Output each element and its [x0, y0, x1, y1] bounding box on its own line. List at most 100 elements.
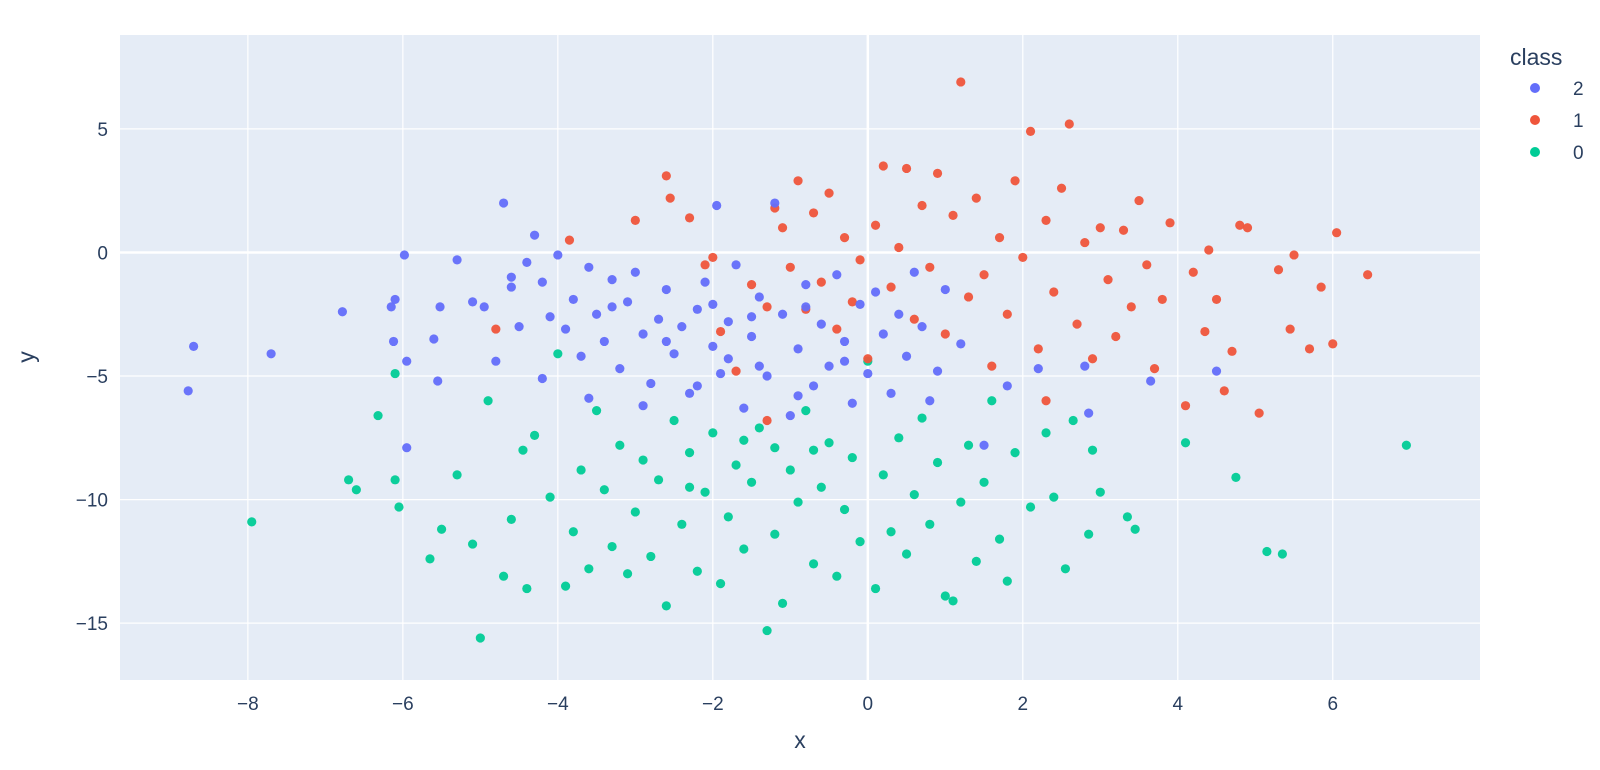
data-point: [940, 284, 950, 295]
data-point: [1018, 252, 1028, 263]
data-point: [762, 302, 772, 312]
data-point: [435, 302, 445, 312]
data-point: [622, 569, 633, 579]
data-point: [607, 541, 617, 552]
data-point: [390, 475, 400, 485]
data-point: [1064, 119, 1074, 129]
data-point: [754, 361, 764, 371]
legend[interactable]: class 2 1 0: [1510, 44, 1584, 164]
data-point: [1126, 302, 1136, 312]
data-point: [553, 250, 563, 260]
data-point: [712, 200, 722, 211]
data-point: [684, 388, 695, 398]
data-point: [1157, 294, 1167, 305]
series-0: [247, 349, 1411, 643]
data-point: [576, 465, 586, 475]
data-point: [855, 299, 865, 309]
data-point: [894, 433, 904, 443]
x-tick-label: 4: [1172, 694, 1183, 715]
data-point: [777, 309, 788, 319]
data-point: [467, 297, 478, 307]
data-point: [847, 452, 857, 463]
data-point: [537, 277, 547, 287]
data-point: [863, 354, 873, 364]
series-2: [183, 198, 1222, 453]
data-point: [560, 324, 571, 334]
y-tick-label: −5: [86, 367, 108, 388]
data-point: [754, 292, 764, 302]
plot-area: [120, 35, 1480, 680]
data-point: [824, 361, 834, 371]
legend-items: 2 1 0: [1530, 79, 1584, 164]
data-point: [909, 314, 919, 324]
data-point: [777, 598, 788, 608]
data-point: [653, 314, 664, 324]
data-point: [615, 364, 625, 374]
data-point: [452, 255, 462, 265]
data-point: [1277, 549, 1287, 559]
data-point: [1041, 215, 1051, 225]
legend-title: class: [1510, 44, 1562, 70]
data-point: [762, 415, 772, 426]
legend-item-1[interactable]: 1: [1530, 111, 1584, 132]
data-point: [1328, 339, 1338, 349]
data-point: [956, 497, 966, 507]
data-point: [754, 423, 764, 433]
y-tick-label: −10: [76, 491, 108, 512]
data-point: [479, 302, 489, 312]
data-point: [739, 403, 749, 413]
data-point: [452, 470, 462, 480]
x-tick-label: −6: [392, 694, 414, 715]
data-point: [746, 477, 757, 487]
data-point: [1180, 401, 1191, 411]
data-point: [793, 344, 803, 354]
data-point: [560, 581, 571, 591]
legend-label: 0: [1573, 143, 1584, 164]
data-point: [692, 566, 702, 576]
data-point: [529, 430, 540, 440]
data-point: [1010, 448, 1020, 458]
x-tick-label: 6: [1327, 694, 1338, 715]
data-point: [1316, 282, 1326, 292]
data-point: [189, 341, 199, 351]
data-point: [1002, 576, 1012, 586]
legend-item-0[interactable]: 0: [1530, 143, 1584, 164]
data-point: [770, 198, 780, 208]
data-point: [390, 294, 400, 305]
legend-marker: [1530, 83, 1540, 93]
data-point: [1049, 287, 1059, 297]
data-point: [529, 230, 540, 240]
data-point: [963, 440, 974, 450]
data-point: [700, 277, 710, 287]
data-point: [467, 539, 478, 549]
data-point: [917, 413, 927, 423]
data-point: [801, 279, 811, 290]
data-point: [684, 448, 695, 458]
data-point: [373, 410, 383, 421]
data-point: [870, 583, 881, 594]
data-point: [1068, 415, 1078, 426]
data-point: [700, 487, 710, 497]
data-point: [491, 324, 501, 334]
data-point: [979, 477, 989, 487]
x-tick-label: −8: [237, 694, 259, 715]
data-point: [692, 304, 702, 314]
data-point: [925, 396, 935, 406]
data-point: [1142, 260, 1152, 270]
data-point: [839, 233, 850, 243]
data-point: [808, 381, 819, 391]
data-point: [514, 322, 524, 332]
data-point: [785, 262, 795, 272]
legend-item-2[interactable]: 2: [1530, 79, 1584, 100]
data-point: [506, 272, 516, 282]
data-point: [545, 312, 555, 322]
data-point: [925, 262, 935, 272]
data-point: [665, 193, 675, 203]
data-point: [886, 388, 896, 398]
data-point: [808, 208, 819, 218]
data-point: [599, 336, 609, 347]
data-point: [653, 475, 664, 485]
data-point: [832, 571, 842, 581]
data-point: [855, 255, 865, 265]
x-tick-label: 0: [863, 694, 874, 715]
